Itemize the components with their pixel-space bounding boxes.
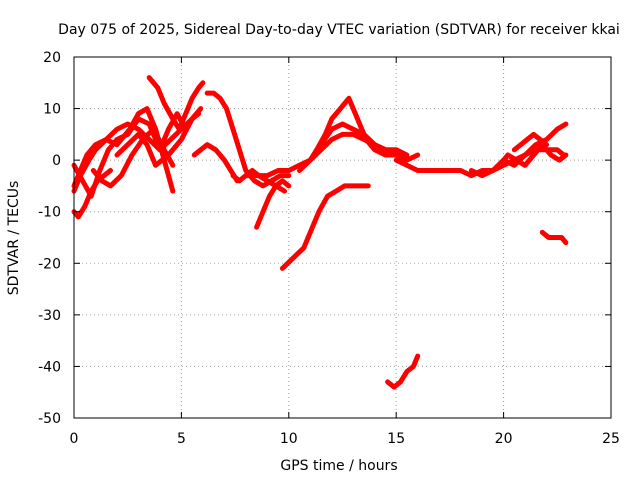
x-tick-label: 15 xyxy=(387,431,405,447)
series-line-arc-g xyxy=(146,75,206,132)
series-line-arc-q xyxy=(393,147,567,179)
series-line-arc-s xyxy=(496,142,569,168)
y-tick-label: 10 xyxy=(43,102,61,118)
series-line-arc-t xyxy=(511,131,550,153)
series-line-arc-e xyxy=(90,126,176,189)
plot-frame xyxy=(73,56,612,419)
x-axis-label: GPS time / hours xyxy=(280,458,397,474)
series-line-arc-d xyxy=(71,168,113,220)
series-group xyxy=(71,75,569,390)
series-line-arc-u xyxy=(539,229,569,246)
series-line-arc-p xyxy=(385,353,421,390)
x-tick-label: 20 xyxy=(495,431,513,447)
x-tick-label: 10 xyxy=(280,431,298,447)
y-tick-label: -30 xyxy=(38,308,61,324)
series-line-arc-l xyxy=(243,95,421,179)
series-line-arc-h xyxy=(191,142,240,184)
x-tick-label: 5 xyxy=(177,431,186,447)
y-tick-label: -50 xyxy=(38,411,61,427)
grid xyxy=(74,57,611,418)
chart-title: Day 075 of 2025, Sidereal Day-to-day VTE… xyxy=(58,22,620,38)
y-tick-label: -10 xyxy=(38,205,61,221)
y-axis-label: SDTVAR / TECUs xyxy=(6,181,22,296)
x-tick-label: 25 xyxy=(602,431,620,447)
series-line-arc-f xyxy=(114,106,204,168)
series-line-arc-i xyxy=(204,90,292,189)
x-tick-label: 0 xyxy=(70,431,79,447)
series-line-arc-n xyxy=(307,131,410,163)
y-tick-label: -20 xyxy=(38,256,61,272)
series-line-arc-o xyxy=(279,183,371,271)
y-tick-label: 20 xyxy=(43,50,61,66)
series-line-arc-k xyxy=(254,178,292,230)
axis-ticks: 0 5 10 15 20 25 -50 -40 -30 -20 -10 0 10 20 xyxy=(38,50,620,447)
y-tick-label: -40 xyxy=(38,359,61,375)
y-tick-label: 0 xyxy=(52,153,61,169)
